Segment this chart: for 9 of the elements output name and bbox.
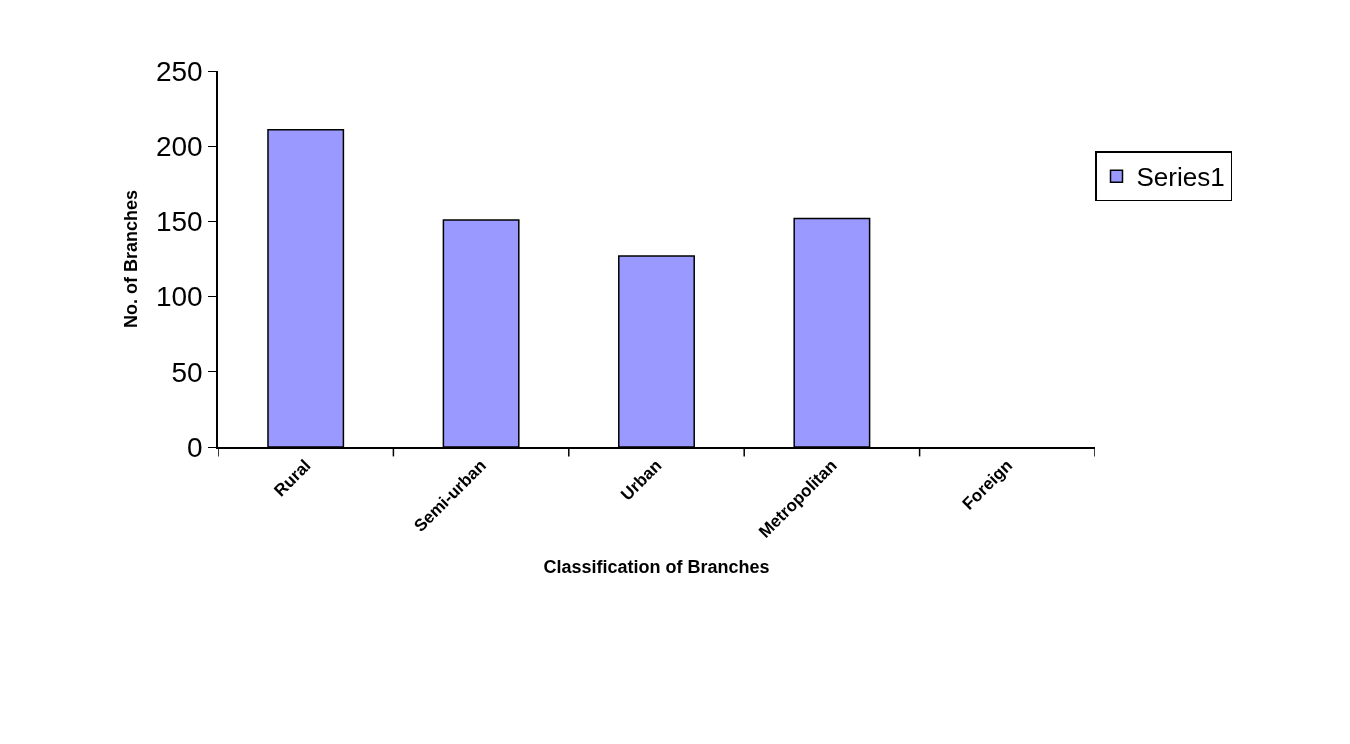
- y-tick-label: 150: [155, 206, 203, 238]
- y-tick-label: 200: [155, 131, 203, 162]
- x-axis-title: Classification of Branches: [543, 557, 770, 578]
- y-tick-label: 50: [171, 356, 203, 388]
- y-tick-label: 100: [155, 281, 203, 313]
- y-tick-label: 0: [187, 431, 203, 463]
- y-axis-title: No. of Branches: [120, 189, 141, 329]
- legend-label: Series1: [1136, 162, 1225, 193]
- y-tick-label: 250: [155, 55, 203, 87]
